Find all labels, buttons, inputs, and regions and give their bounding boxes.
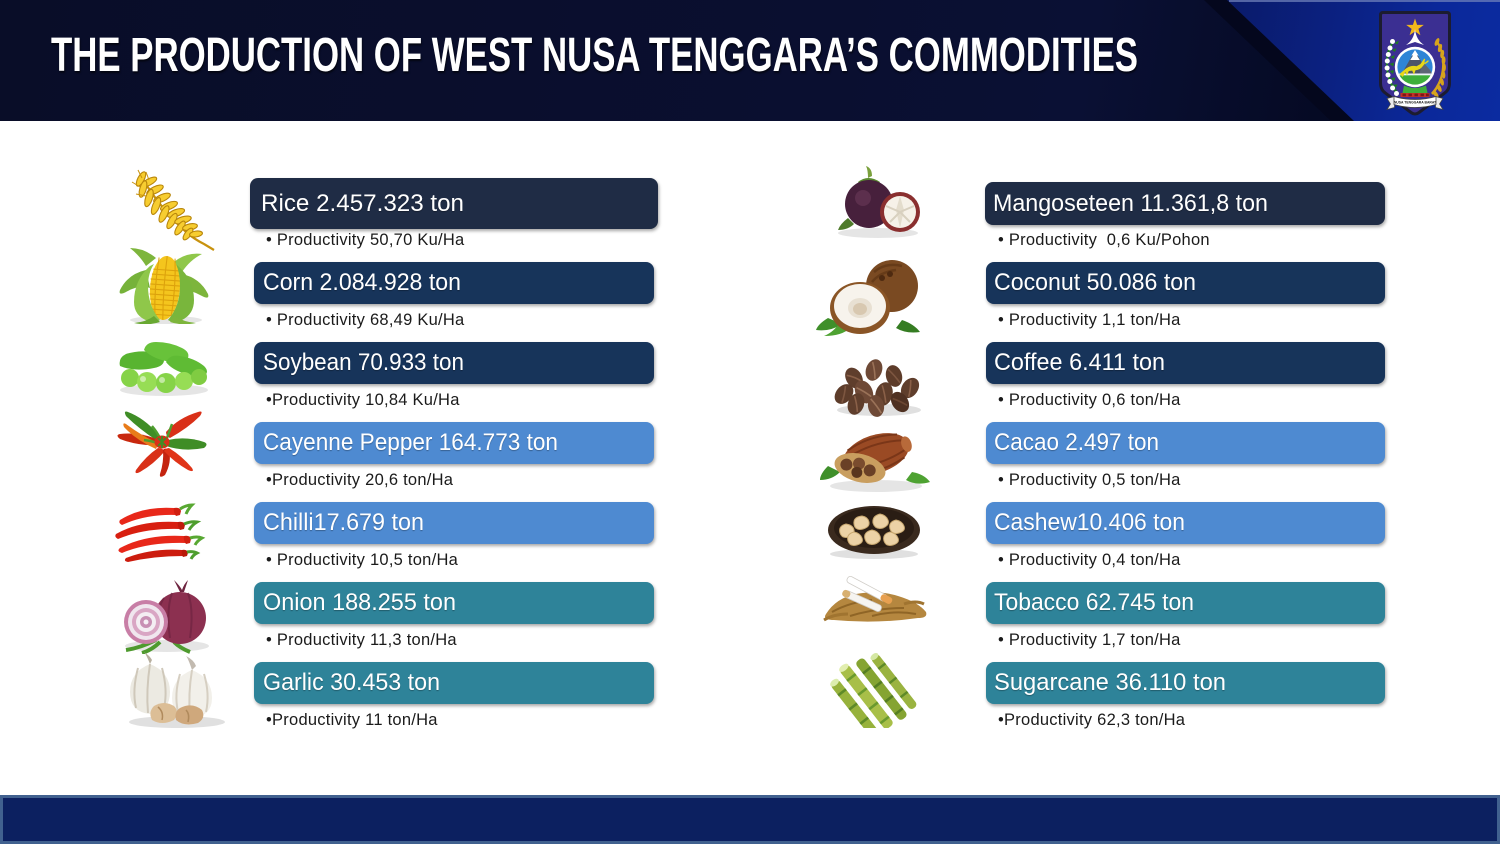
svg-text:NUSA TENGGARA BARAT: NUSA TENGGARA BARAT bbox=[1394, 101, 1437, 105]
